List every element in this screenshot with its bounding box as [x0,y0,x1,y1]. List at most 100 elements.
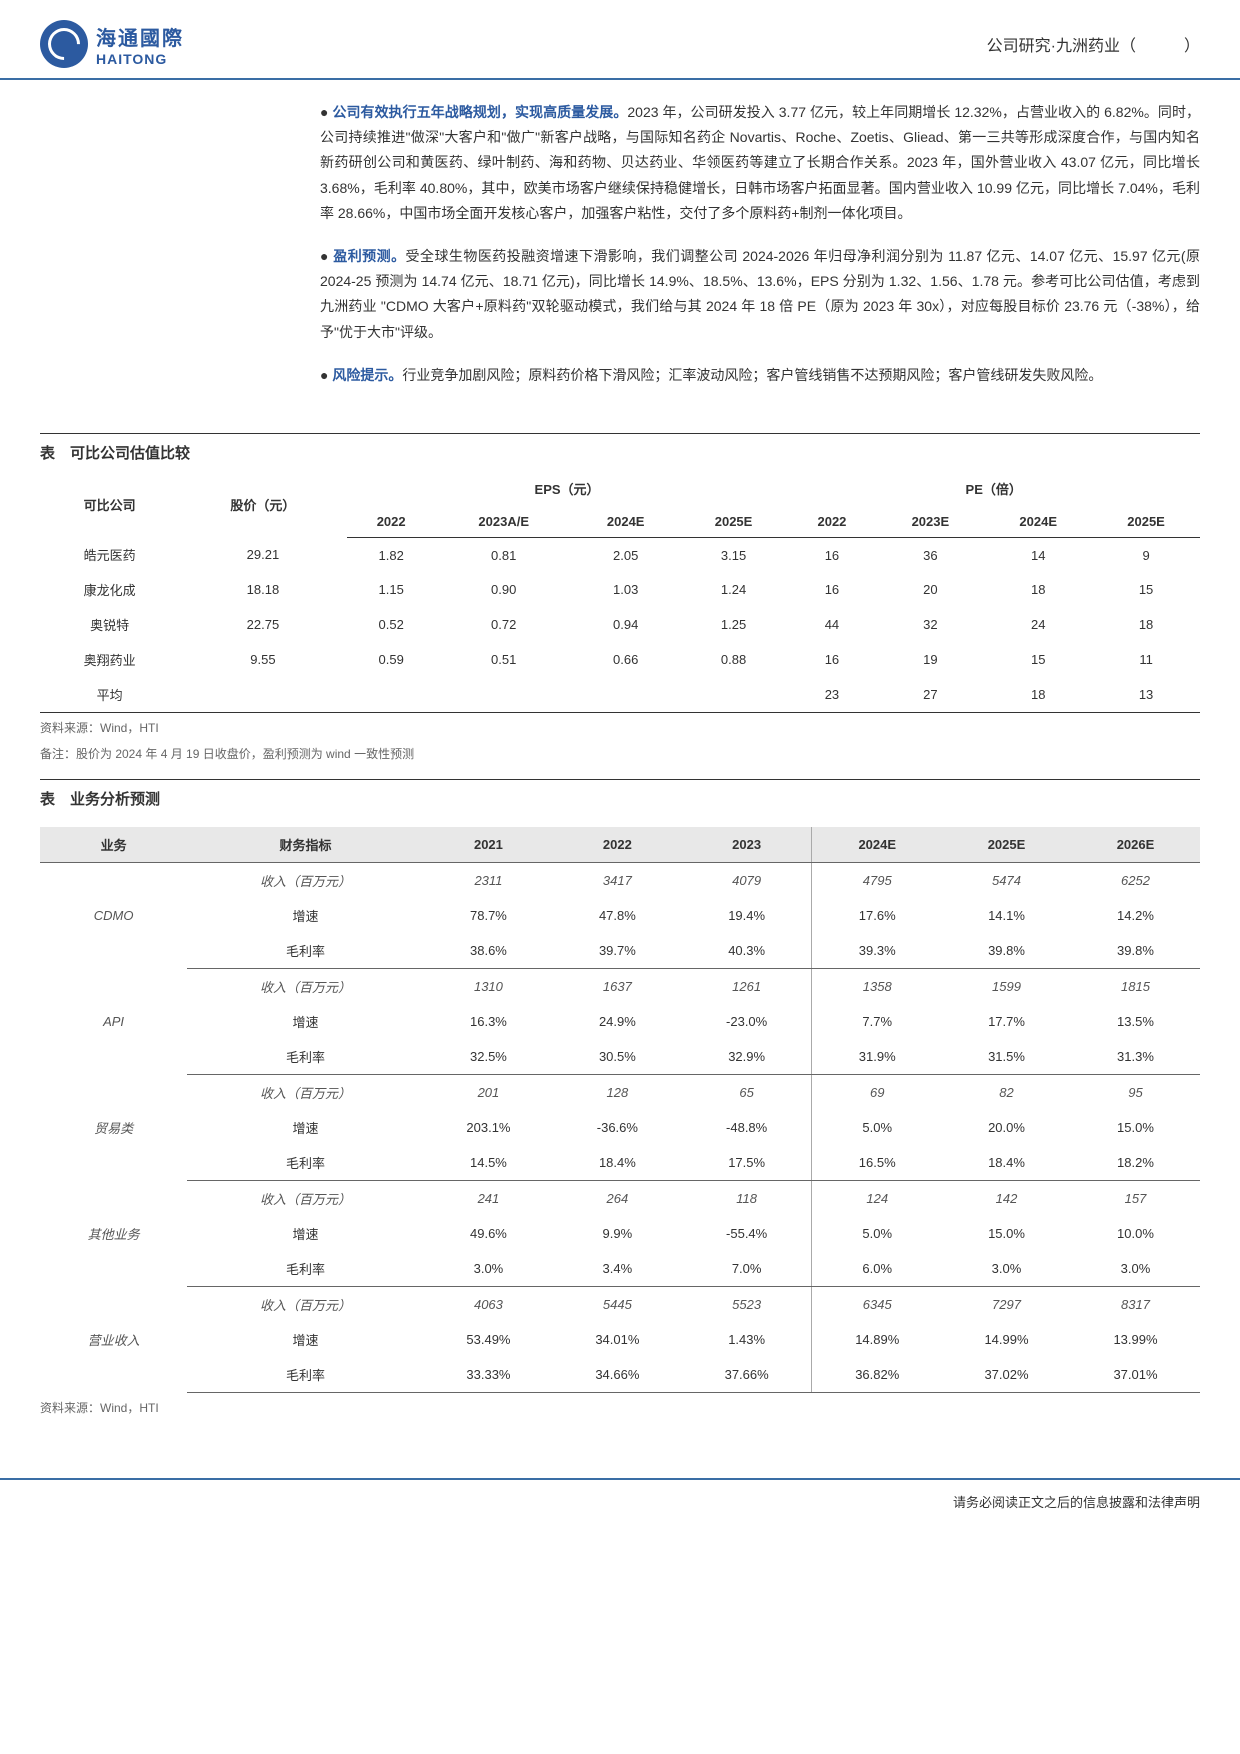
table-cell: 13 [1092,677,1200,713]
table-cell: 14 [984,537,1092,572]
table-cell: 3.4% [553,1251,682,1287]
metric-cell: 增速 [187,1322,424,1357]
th-eps: EPS（元） [347,471,788,506]
table-cell: 3417 [553,862,682,898]
metric-cell: 增速 [187,1216,424,1251]
table-cell: 8317 [1071,1286,1200,1322]
table-cell: 15 [984,642,1092,677]
table-cell: 0.51 [436,642,572,677]
table-row: 康龙化成18.181.150.901.031.2416201815 [40,572,1200,607]
table-cell: 5445 [553,1286,682,1322]
logo-icon [40,20,88,68]
th-pe-2023e: 2023E [876,506,984,538]
page-footer: 请务必阅读正文之后的信息披露和法律声明 [0,1478,1240,1523]
table-cell: 47.8% [553,898,682,933]
table-cell: 16 [787,572,876,607]
metric-cell: 增速 [187,1110,424,1145]
table-cell: 0.52 [347,607,436,642]
th-pe: PE（倍） [787,471,1200,506]
table-cell: 33.33% [424,1357,553,1393]
table-cell: 20.0% [942,1110,1071,1145]
business-forecast-table: 业务 财务指标 2021 2022 2023 2024E 2025E 2026E… [40,827,1200,1393]
table-cell: 17.6% [812,898,942,933]
table-cell: 40.3% [682,933,812,969]
table-cell: 14.2% [1071,898,1200,933]
th-2022: 2022 [553,827,682,863]
table-cell: 31.9% [812,1039,942,1075]
table-row: API收入（百万元）131016371261135815991815 [40,968,1200,1004]
table-cell: 27 [876,677,984,713]
table-cell: 32.5% [424,1039,553,1075]
logo-en: HAITONG [96,51,184,67]
table-row: 其他业务收入（百万元）241264118124142157 [40,1180,1200,1216]
table-cell: 奥翔药业 [40,642,179,677]
table-cell: 1815 [1071,968,1200,1004]
table-cell: 5.0% [812,1110,942,1145]
table-cell: 16.5% [812,1145,942,1181]
bullet-2-body: 受全球生物医药投融资增速下滑影响，我们调整公司 2024-2026 年归母净利润… [320,248,1200,340]
table-cell: 1.15 [347,572,436,607]
table2-note: 资料来源：Wind，HTI [40,1399,1200,1418]
table-row: 增速16.3%24.9%-23.0%7.7%17.7%13.5% [40,1004,1200,1039]
table-cell: 19 [876,642,984,677]
table-cell: 4063 [424,1286,553,1322]
table-cell: 1.82 [347,537,436,572]
th-pe-2024e: 2024E [984,506,1092,538]
table-cell: 31.3% [1071,1039,1200,1075]
th-eps-2025e: 2025E [680,506,788,538]
table-cell: 3.0% [424,1251,553,1287]
table-cell: 124 [812,1180,942,1216]
metric-cell: 毛利率 [187,1357,424,1393]
table-cell: 16 [787,537,876,572]
table-cell: 3.0% [942,1251,1071,1287]
table-cell [572,677,680,713]
table-cell: 157 [1071,1180,1200,1216]
table-row: 营业收入收入（百万元）406354455523634572978317 [40,1286,1200,1322]
table-row: 增速49.6%9.9%-55.4%5.0%15.0%10.0% [40,1216,1200,1251]
th-2026e: 2026E [1071,827,1200,863]
table-cell: 95 [1071,1074,1200,1110]
bullet-1-body: 2023 年，公司研发投入 3.77 亿元，较上年同期增长 12.32%，占营业… [320,104,1200,221]
table-cell: 34.01% [553,1322,682,1357]
table-cell: 9.9% [553,1216,682,1251]
table-cell: 1310 [424,968,553,1004]
th-2023: 2023 [682,827,812,863]
metric-cell: 毛利率 [187,1039,424,1075]
table-cell: 平均 [40,677,179,713]
table-cell: 0.88 [680,642,788,677]
table-cell: 78.7% [424,898,553,933]
table-cell: 69 [812,1074,942,1110]
table-cell: 3.15 [680,537,788,572]
table-cell: 30.5% [553,1039,682,1075]
table-cell: -23.0% [682,1004,812,1039]
th-eps-2022: 2022 [347,506,436,538]
table-cell: 22.75 [179,607,346,642]
table-cell: 39.8% [1071,933,1200,969]
table-cell: 1.03 [572,572,680,607]
table-cell: 203.1% [424,1110,553,1145]
table-cell: 0.90 [436,572,572,607]
table-cell: 2311 [424,862,553,898]
bullets-section: ● 公司有效执行五年战略规划，实现高质量发展。2023 年，公司研发投入 3.7… [320,100,1200,388]
table-cell [179,677,346,713]
header-right: 公司研究·九洲药业（ ） [987,32,1200,56]
table-cell: 18.4% [942,1145,1071,1181]
table-cell: 14.5% [424,1145,553,1181]
table-cell: 36.82% [812,1357,942,1393]
table-cell: 康龙化成 [40,572,179,607]
table-row: 增速78.7%47.8%19.4%17.6%14.1%14.2% [40,898,1200,933]
logo: 海通國際 HAITONG [40,20,184,68]
table-cell: 53.49% [424,1322,553,1357]
table-cell: 4795 [812,862,942,898]
table-cell: 18 [984,677,1092,713]
th-eps-2023ae: 2023A/E [436,506,572,538]
table-cell: 7.7% [812,1004,942,1039]
th-price: 股价（元） [179,471,346,538]
table-cell: 0.81 [436,537,572,572]
table-cell: 14.99% [942,1322,1071,1357]
page-header: 海通國際 HAITONG 公司研究·九洲药业（ ） [0,0,1240,80]
table-cell: 5474 [942,862,1071,898]
table-cell: 9.55 [179,642,346,677]
table1-note2: 备注：股价为 2024 年 4 月 19 日收盘价，盈利预测为 wind 一致性… [40,745,1200,764]
metric-cell: 收入（百万元） [187,1180,424,1216]
